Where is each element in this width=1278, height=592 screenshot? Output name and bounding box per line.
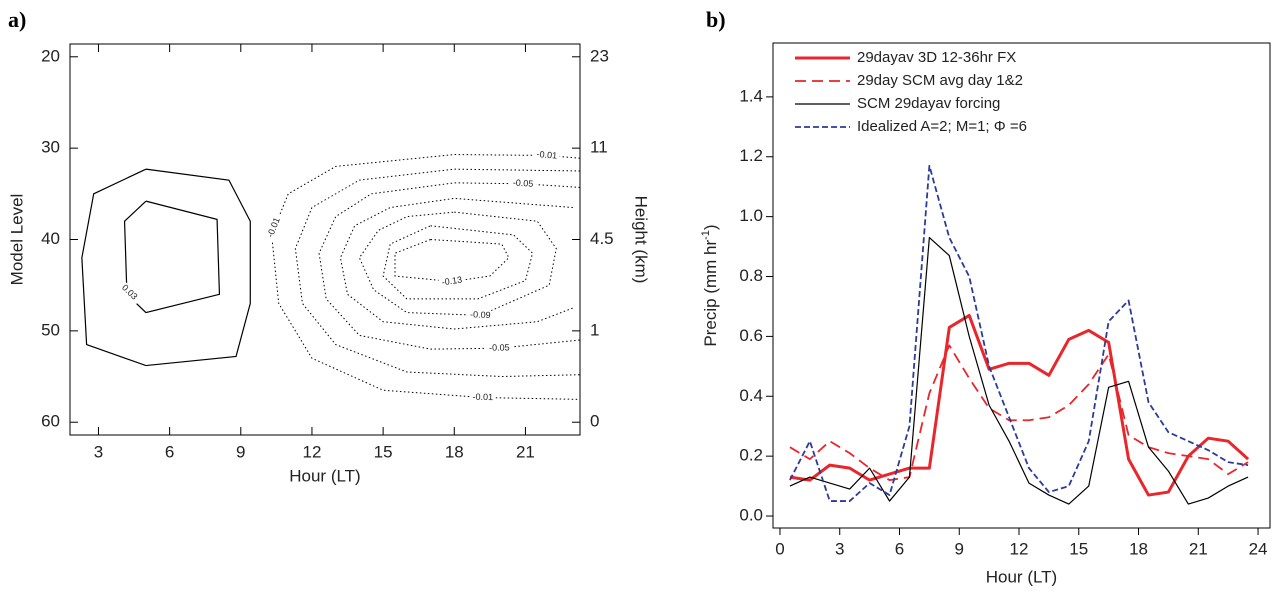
legend-label: SCM 29dayav forcing [857, 95, 1000, 112]
x-axis-label: Hour (LT) [986, 567, 1057, 586]
contour-label-bg [469, 392, 496, 403]
x-tick-label: 3 [94, 442, 103, 461]
contour-label-bg [467, 309, 494, 321]
legend-label: 29day SCM avg day 1&2 [857, 72, 1023, 89]
contour-label-group: -0.09 [467, 309, 494, 321]
x-tick-label: 6 [895, 539, 904, 558]
contour-label-group: -0.13 [438, 274, 466, 289]
x-tick-label: 0 [775, 539, 784, 558]
x-tick-label: 15 [374, 442, 393, 461]
contour-label-bg [438, 274, 466, 289]
x-axis-label: Hour (LT) [289, 466, 360, 485]
contour-label-bg [486, 343, 513, 354]
contour-line [358, 211, 557, 316]
x-tick-label: 18 [1129, 539, 1148, 558]
y-tick-label: 30 [41, 138, 60, 157]
series-line [789, 236, 1249, 505]
x-tick-label: 24 [1249, 539, 1268, 558]
y-tick-label: 0.8 [739, 266, 763, 285]
y-tick-label: 0.4 [739, 386, 763, 405]
contour-line [382, 225, 534, 300]
contour-line [123, 200, 221, 314]
contour-line [81, 168, 251, 367]
contour-label-group: -0.01 [469, 392, 496, 403]
y-axis-label-part: ) [701, 224, 720, 230]
contour-line [294, 168, 581, 378]
y-tick-label: 0.2 [739, 446, 763, 465]
y2-tick-label: 0 [590, 412, 599, 431]
contour-line [271, 154, 581, 400]
y-tick-label: 1.2 [739, 146, 763, 165]
x-tick-label: 12 [1010, 539, 1029, 558]
x-tick-label: 3 [835, 539, 844, 558]
series-line [789, 313, 1250, 497]
contour-label-group: -0.05 [486, 342, 513, 354]
x-tick-label: 12 [302, 442, 321, 461]
plot-frame [772, 42, 1271, 529]
y2-tick-label: 23 [590, 46, 609, 65]
contour-label: -0.09 [470, 309, 491, 320]
contour-label: -0.01 [472, 392, 493, 402]
y-tick-label: 0.6 [739, 326, 763, 345]
panel-label: b) [706, 7, 726, 32]
x-tick-label: 6 [165, 442, 174, 461]
x-tick-label: 9 [955, 539, 964, 558]
y-tick-label: 1.4 [739, 86, 763, 105]
contour-line [318, 182, 581, 350]
contour-label-group: -0.05 [509, 177, 537, 190]
series-line [789, 344, 1249, 481]
y2-tick-label: 4.5 [590, 229, 614, 248]
y-axis-label-part: Precip (mm hr [701, 240, 720, 347]
contour-line [339, 197, 574, 330]
y-axis-label: Model Level [7, 194, 26, 286]
contour-label-group: -0.01 [264, 213, 284, 242]
contour-label-bg [264, 213, 284, 242]
x-tick-label: 21 [1189, 539, 1208, 558]
contour-label-bg [509, 177, 537, 190]
y-tick-label: 50 [41, 320, 60, 339]
x-tick-label: 21 [516, 442, 535, 461]
y2-tick-label: 1 [590, 320, 599, 339]
contour-label-bg [533, 149, 561, 162]
contour-label: -0.13 [441, 274, 463, 287]
contour-label-group: -0.01 [533, 149, 561, 162]
y-tick-label: 60 [41, 412, 60, 431]
panel-label: a) [8, 7, 26, 32]
legend-label: 29dayav 3D 12-36hr FX [857, 49, 1016, 66]
x-tick-label: 9 [236, 442, 245, 461]
y-tick-label: 40 [41, 229, 60, 248]
y-tick-label: 1.0 [739, 206, 763, 225]
y-tick-label: 20 [41, 46, 60, 65]
y-axis-label-part: -1 [700, 230, 712, 240]
y-tick-label: 0.0 [739, 506, 763, 525]
y2-axis-label: Height (km) [632, 196, 651, 284]
contour-label-group: 0.03 [116, 279, 143, 306]
y-axis-label: Precip (mm hr-1) [700, 224, 721, 346]
x-tick-label: 15 [1069, 539, 1088, 558]
series-line [789, 164, 1249, 502]
contour-label: -0.05 [513, 178, 534, 189]
contour-label: -0.01 [536, 149, 557, 161]
contour-line [394, 239, 510, 283]
y2-tick-label: 11 [590, 138, 608, 157]
contour-label: -0.05 [489, 342, 510, 352]
legend-label: Idealized A=2; M=1; Φ =6 [857, 118, 1027, 135]
contour-label-bg [116, 279, 143, 306]
x-tick-label: 18 [445, 442, 464, 461]
